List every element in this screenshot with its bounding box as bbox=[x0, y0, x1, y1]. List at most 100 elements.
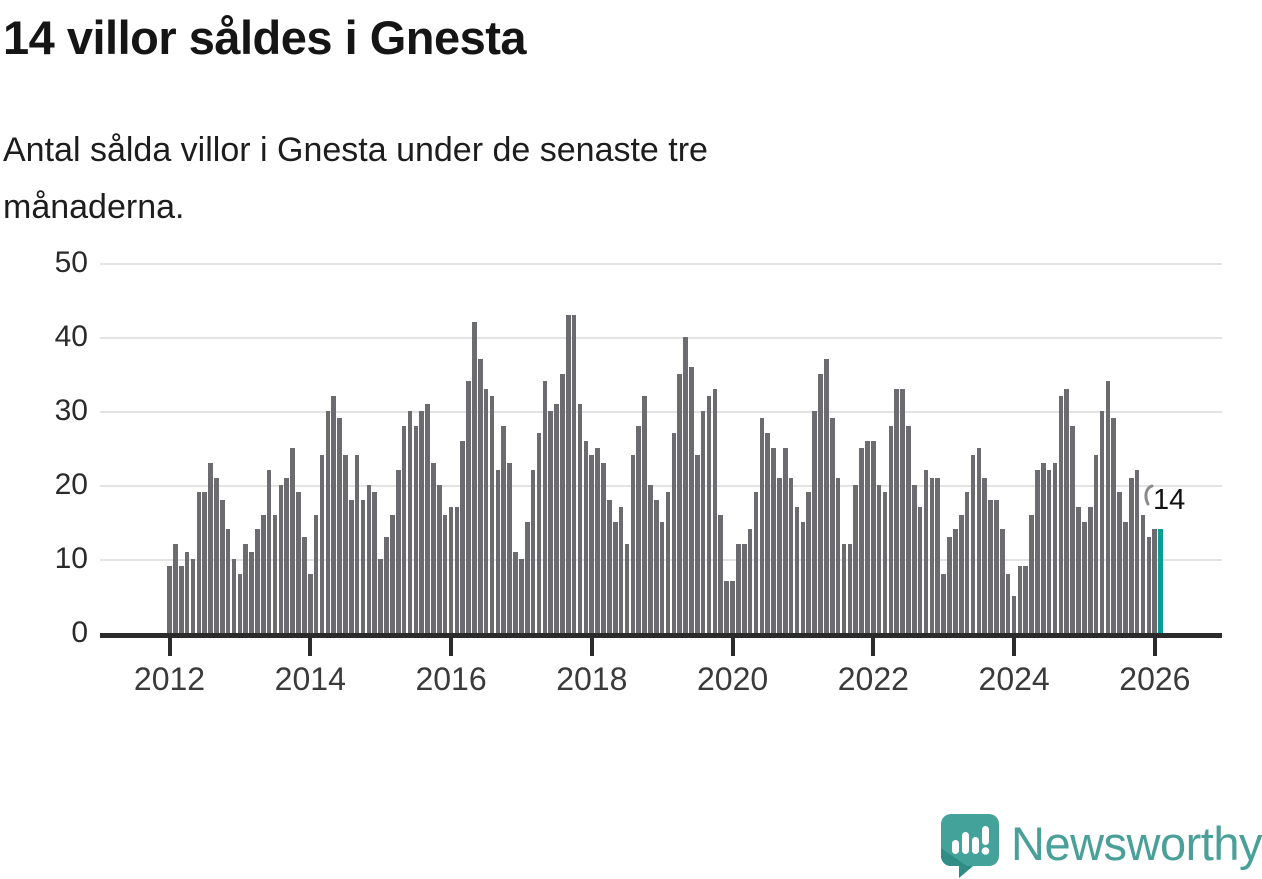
bar-chart: 0 10 20 30 40 50 2012 2014 2016 2018 2020 2022 2024 2… bbox=[0, 246, 1262, 720]
bar bbox=[595, 448, 600, 633]
x-axis-tick bbox=[871, 638, 876, 656]
x-axis-label: 2012 bbox=[133, 661, 206, 697]
bar bbox=[747, 529, 753, 633]
newsworthy-logo-text: Newsworthy bbox=[1011, 817, 1262, 870]
bar bbox=[519, 559, 524, 633]
bar bbox=[648, 485, 653, 633]
bar bbox=[167, 566, 172, 633]
subtitle-line-2: månaderna. bbox=[3, 188, 185, 226]
bar bbox=[360, 499, 366, 633]
bar bbox=[1064, 388, 1070, 633]
bar bbox=[349, 499, 354, 633]
bar bbox=[917, 507, 923, 633]
bar bbox=[947, 536, 952, 633]
gridline bbox=[100, 337, 1222, 339]
bar bbox=[636, 425, 641, 633]
bar bbox=[1099, 411, 1105, 633]
bar bbox=[741, 544, 747, 633]
bar bbox=[900, 388, 905, 633]
bar bbox=[870, 440, 876, 633]
bar bbox=[882, 492, 888, 633]
bar bbox=[296, 492, 301, 633]
bar bbox=[571, 314, 577, 633]
bar bbox=[642, 396, 647, 633]
bar bbox=[395, 470, 401, 633]
bar bbox=[1046, 470, 1052, 633]
bar bbox=[319, 455, 325, 633]
bar bbox=[865, 440, 870, 633]
bar bbox=[577, 403, 583, 633]
bar bbox=[1152, 529, 1158, 633]
x-axis-line bbox=[100, 633, 1222, 638]
bar bbox=[683, 337, 688, 633]
bar bbox=[712, 388, 718, 633]
gridline bbox=[100, 485, 1222, 487]
bar bbox=[824, 359, 829, 633]
bar bbox=[202, 492, 207, 633]
bar bbox=[219, 499, 225, 633]
bar bbox=[190, 559, 196, 633]
bar bbox=[964, 492, 970, 633]
bar bbox=[794, 507, 800, 633]
page-title: 14 villor såldes i Gnesta bbox=[3, 11, 527, 64]
gridline bbox=[100, 411, 1222, 413]
bar bbox=[413, 425, 419, 633]
bar bbox=[249, 551, 254, 633]
bar bbox=[178, 566, 184, 633]
bar bbox=[976, 448, 982, 633]
bar bbox=[677, 374, 683, 633]
newsworthy-logo: Newsworthy bbox=[941, 814, 1262, 878]
bar bbox=[788, 477, 794, 633]
y-axis-label: 0 bbox=[71, 616, 88, 649]
bar bbox=[583, 440, 589, 633]
bar bbox=[841, 544, 847, 633]
x-axis-label: 2024 bbox=[978, 661, 1050, 697]
bar bbox=[999, 529, 1005, 633]
bar bbox=[771, 448, 776, 633]
bar bbox=[554, 403, 559, 633]
bar bbox=[1105, 381, 1111, 633]
bar bbox=[284, 477, 290, 633]
bar bbox=[912, 485, 917, 633]
bar bbox=[1005, 573, 1011, 633]
bar bbox=[272, 514, 278, 633]
bar bbox=[994, 499, 999, 633]
x-axis-label: 2018 bbox=[556, 661, 628, 697]
x-axis-label: 2020 bbox=[696, 661, 769, 697]
bar bbox=[718, 514, 724, 633]
bar bbox=[384, 536, 389, 633]
bar bbox=[431, 462, 436, 633]
bar bbox=[225, 529, 231, 633]
bar bbox=[847, 544, 853, 633]
bar bbox=[630, 455, 636, 633]
bar bbox=[442, 514, 448, 633]
bar bbox=[278, 485, 284, 633]
bar bbox=[448, 507, 454, 633]
bar bbox=[290, 448, 295, 633]
bar bbox=[689, 366, 694, 633]
bar bbox=[354, 455, 360, 633]
bar bbox=[560, 374, 565, 633]
bar bbox=[958, 514, 964, 633]
gridline bbox=[100, 263, 1222, 265]
bar bbox=[835, 477, 841, 633]
bar bbox=[542, 381, 548, 633]
bar bbox=[489, 396, 495, 633]
bar bbox=[460, 440, 466, 633]
bar bbox=[208, 462, 213, 633]
bar bbox=[1117, 492, 1122, 633]
bar bbox=[390, 514, 395, 633]
bar bbox=[759, 418, 765, 633]
bar bbox=[472, 322, 477, 633]
bar bbox=[859, 448, 864, 633]
x-axis-label: 2016 bbox=[415, 661, 487, 697]
y-axis-label: 40 bbox=[54, 320, 88, 353]
bar bbox=[196, 492, 202, 633]
bar bbox=[237, 573, 243, 633]
x-axis-tick bbox=[589, 638, 594, 656]
bar bbox=[483, 388, 489, 633]
y-axis-label: 50 bbox=[54, 246, 88, 279]
x-axis-label: 2022 bbox=[837, 661, 909, 697]
bar bbox=[929, 477, 935, 633]
bar bbox=[378, 559, 383, 633]
